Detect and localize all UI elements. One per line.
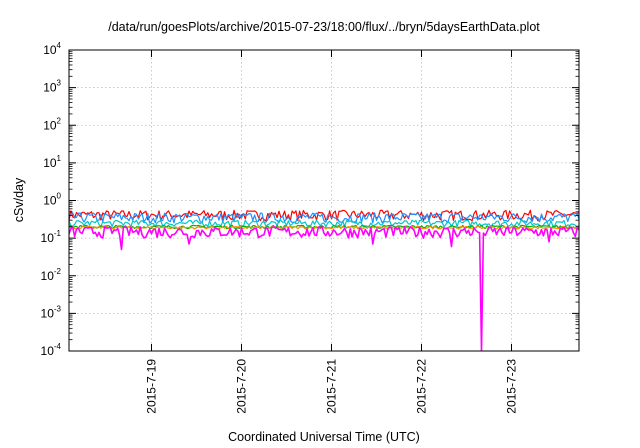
y-tick-label: 104 [43, 41, 61, 57]
series-line [69, 226, 579, 351]
x-tick-label: 2015-7-19 [145, 359, 159, 414]
grid-lines [69, 50, 579, 351]
series-line [69, 209, 579, 222]
y-tick-label: 101 [43, 154, 61, 170]
series-group [69, 209, 579, 351]
y-tick-label: 10-4 [41, 342, 62, 358]
y-axis-label: cSv/day [12, 177, 26, 222]
x-tick-label: 2015-7-21 [325, 359, 339, 414]
y-tick-label: 103 [43, 79, 61, 95]
chart-title: /data/run/goesPlots/archive/2015-07-23/1… [108, 20, 540, 34]
y-tick-labels: 10-4 10-3 10-2 10-1 100 101 102 103 104 [41, 41, 62, 358]
y-tick-label: 10-2 [41, 267, 62, 283]
x-tick-label: 2015-7-20 [235, 359, 249, 414]
series-line [69, 219, 579, 228]
x-tick-label: 2015-7-22 [415, 359, 429, 414]
tick-marks [69, 49, 579, 352]
series-line [69, 225, 579, 230]
y-tick-label: 10-3 [41, 304, 62, 320]
y-tick-label: 100 [43, 192, 61, 208]
y-tick-label: 102 [43, 116, 61, 132]
x-tick-label: 2015-7-23 [505, 359, 519, 414]
series-line [69, 212, 579, 224]
y-tick-label: 10-1 [41, 229, 62, 245]
x-axis-label: Coordinated Universal Time (UTC) [228, 430, 420, 444]
x-tick-labels: 2015-7-19 2015-7-20 2015-7-21 2015-7-22 2015… [145, 359, 519, 414]
